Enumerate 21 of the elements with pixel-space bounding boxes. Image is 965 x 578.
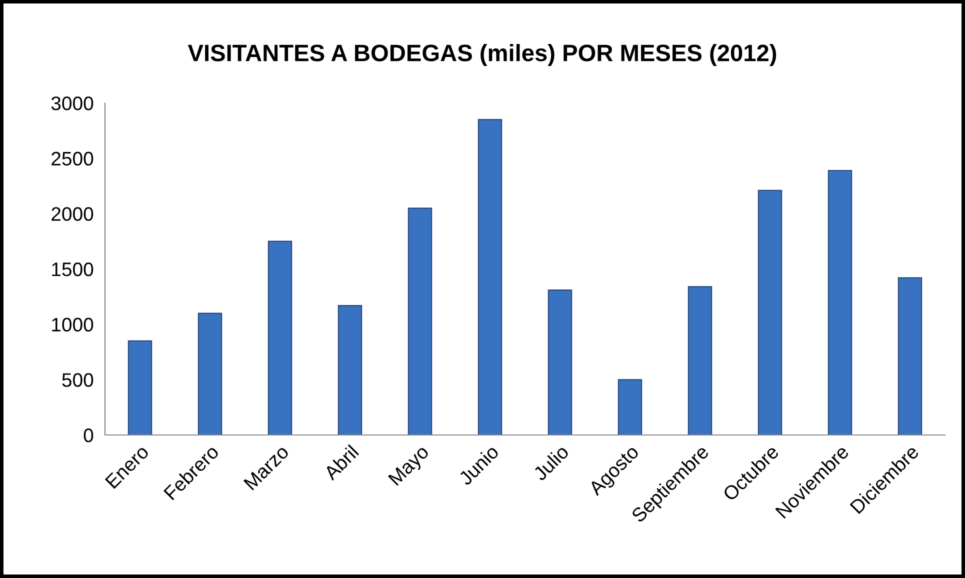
y-tick-label: 1500 bbox=[52, 262, 94, 276]
bar bbox=[758, 190, 782, 435]
bar bbox=[198, 312, 222, 435]
x-tick-label: Julio bbox=[532, 444, 570, 482]
y-tick-label: 2000 bbox=[52, 207, 94, 221]
bar bbox=[268, 240, 292, 435]
y-tick-label: 3000 bbox=[51, 96, 94, 110]
bar bbox=[898, 277, 922, 435]
chart-title: VISITANTES A BODEGAS (miles) POR MESES (2012) bbox=[188, 44, 776, 66]
bar bbox=[618, 379, 642, 435]
bar bbox=[548, 289, 572, 435]
bar bbox=[408, 208, 432, 435]
y-tick-label: 500 bbox=[62, 373, 94, 387]
y-tick-label: 0 bbox=[84, 428, 94, 442]
y-tick-label: 1000 bbox=[52, 318, 94, 332]
bar bbox=[688, 286, 712, 435]
bar bbox=[338, 304, 362, 435]
bar bbox=[128, 340, 152, 435]
bar bbox=[828, 170, 852, 435]
y-tick-label: 2500 bbox=[52, 152, 94, 166]
bar bbox=[478, 119, 502, 435]
